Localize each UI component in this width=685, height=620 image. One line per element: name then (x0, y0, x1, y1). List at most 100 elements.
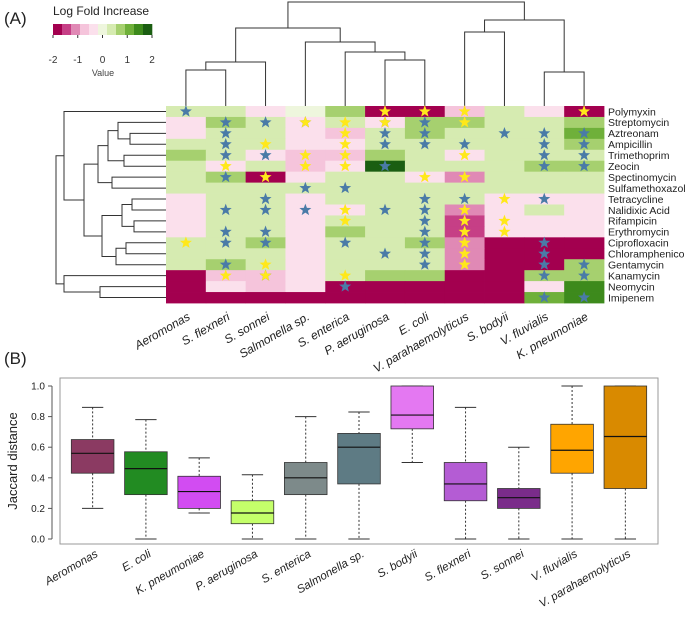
heatmap-row-label: Zeocin (608, 161, 640, 173)
color-key-xlabel: Value (92, 68, 114, 78)
heatmap-star-blue (418, 214, 431, 227)
boxplot-x-label: Aeromonas (42, 548, 100, 588)
heatmap-cell (166, 292, 207, 304)
heatmap-row-label: Kanamycin (608, 270, 660, 282)
heatmap-star-blue (179, 105, 192, 117)
heatmap-star-yellow (458, 236, 471, 248)
heatmap-cell (404, 292, 446, 304)
heatmap-star-blue (219, 225, 232, 237)
heatmap-cell (484, 171, 525, 184)
heatmap-cell (325, 193, 366, 205)
heatmap-row-label: Gentamycin (608, 259, 664, 271)
box (284, 416, 328, 540)
heatmap-cell (564, 193, 605, 205)
heatmap-star-blue (219, 138, 232, 150)
column-dendrogram-branch (235, 27, 341, 62)
color-key-tick-label: 2 (149, 55, 155, 66)
heatmap-cell (285, 171, 326, 184)
heatmap-star-yellow (339, 148, 352, 161)
heatmap-cell (444, 270, 485, 282)
heatmap-star-yellow (578, 105, 591, 117)
heatmap-star-blue (219, 258, 232, 270)
heatmap-cell (166, 226, 207, 238)
heatmap-star-blue (418, 225, 431, 237)
heatmap-row-label: Imipenem (608, 292, 654, 304)
heatmap-cell (166, 215, 207, 227)
row-dendrogram-branch (101, 214, 122, 257)
heatmap-cell (245, 281, 286, 293)
heatmap-star-yellow (219, 269, 232, 281)
heatmap-cell (166, 116, 207, 129)
heatmap-cell (285, 237, 326, 249)
heatmap-cell (166, 138, 207, 151)
heatmap-cell (404, 149, 446, 162)
color-key-swatch (107, 24, 117, 35)
box (230, 474, 275, 540)
heatmap-star-blue (418, 192, 431, 205)
heatmap-cell (205, 292, 247, 304)
column-dendrogram-branch (205, 61, 267, 106)
heatmap-star-yellow (458, 214, 471, 227)
boxplot-x-label: E. coli (120, 548, 154, 574)
heatmap-cell (404, 270, 446, 282)
color-key-swatch (53, 24, 63, 35)
heatmap-star-yellow (458, 148, 471, 161)
heatmap-star-blue (418, 127, 431, 139)
heatmap-star-yellow (219, 159, 232, 172)
box-iqr (603, 385, 648, 489)
box-iqr (124, 451, 168, 496)
box-iqr (443, 462, 488, 502)
heatmap-cell (245, 106, 286, 118)
column-dendrogram-branch (287, 1, 525, 28)
heatmap-cell (285, 248, 326, 260)
heatmap-cell (365, 215, 406, 227)
heatmap-star-blue (538, 258, 551, 270)
boxplot-y-tick-label: 0.6 (31, 443, 45, 454)
heatmap-cell (564, 281, 605, 293)
column-dendrogram-branch (464, 31, 505, 106)
column-dendrogram-branch (484, 19, 565, 72)
heatmap-cell (166, 204, 207, 216)
heatmap-row-label: Trimethoprim (608, 150, 670, 162)
heatmap-cell (285, 259, 326, 271)
heatmap-cell (365, 149, 406, 162)
box-iqr (230, 500, 275, 525)
heatmap-cell (524, 204, 565, 216)
heatmap-cell (285, 215, 326, 227)
heatmap-cell (484, 237, 525, 249)
heatmap-cell (564, 116, 605, 129)
heatmap-cell (285, 226, 326, 238)
heatmap-cell (365, 259, 406, 271)
heatmap-cell (285, 281, 326, 293)
box-iqr (70, 439, 115, 474)
heatmap-star-yellow (379, 116, 391, 128)
heatmap-cell (365, 193, 406, 205)
heatmap-star-blue (538, 269, 551, 281)
heatmap-cell (205, 193, 247, 205)
heatmap-cell (484, 204, 525, 216)
heatmap-star-blue (379, 138, 391, 150)
boxplot-y-tick-label: 0.8 (31, 412, 45, 423)
heatmap-star-yellow (458, 105, 471, 117)
panel-a-label: (A) (4, 9, 27, 28)
heatmap-star-blue (538, 138, 551, 150)
heatmap-cell (285, 292, 326, 304)
heatmap-star-yellow (339, 116, 352, 128)
heatmap-cell (524, 281, 565, 293)
heatmap-star-yellow (179, 236, 192, 248)
heatmap-star-yellow (339, 214, 352, 227)
heatmap-row-label: Ciprofloxacin (608, 238, 669, 250)
boxplot-frame (59, 377, 659, 545)
heatmap-star-blue (219, 236, 232, 248)
heatmap-row-label: Erythromycin (608, 227, 669, 239)
heatmap-star-blue (458, 192, 471, 205)
heatmap-cell (245, 182, 286, 194)
box-iqr (550, 423, 594, 474)
box (70, 406, 115, 509)
heatmap-star-yellow (498, 192, 511, 205)
heatmap-star-blue (458, 138, 471, 150)
heatmap-star-blue (418, 116, 431, 128)
heatmap-row-label: Ampicillin (608, 139, 653, 151)
color-key-swatch (143, 24, 153, 35)
